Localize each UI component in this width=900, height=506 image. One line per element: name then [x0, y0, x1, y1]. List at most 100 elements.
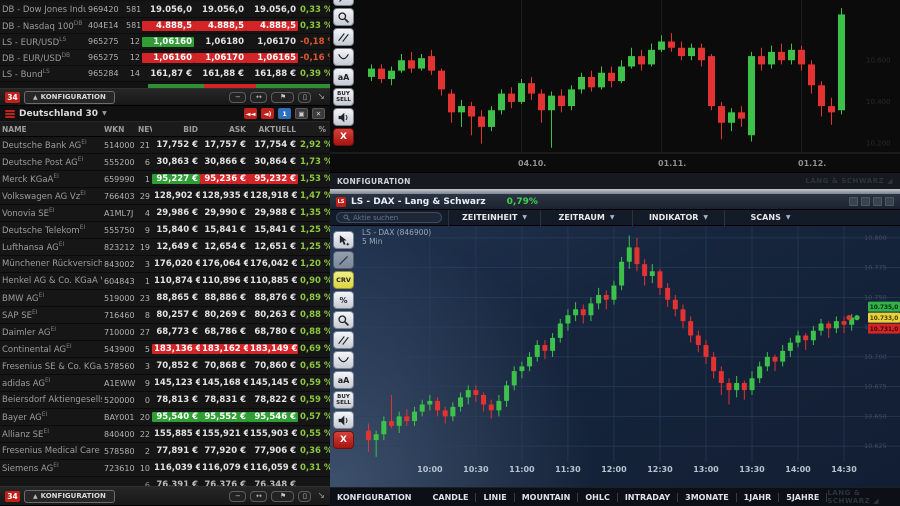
table-row[interactable]: Daimler AGEI 710000 27 68,773 € 68,786 € 68,7… [0, 324, 330, 341]
table-row[interactable]: Continental AGEI 543900 5 183,136 €183,162 … [0, 341, 330, 358]
speaker-tool-button[interactable] [333, 108, 354, 126]
dropdown-menus: ZEITEINHEIT ▼ ZEITRAUM ▼ INDIKATOR ▼ SCANS ▼ [448, 209, 816, 226]
footer-3monate[interactable]: 3MONATE [678, 492, 737, 502]
curve-tool-button[interactable] [333, 48, 354, 66]
speaker-tool-button[interactable] [333, 411, 354, 429]
flag-toggle-button-bottom[interactable]: ⚑ [271, 490, 295, 502]
table-row[interactable]: Deutsche TelekomEI 555750 9 15,840 € 15,841 … [0, 222, 330, 239]
text-tool-button[interactable]: aA [333, 68, 354, 86]
footer-5jahre[interactable]: 5JAHRE [779, 492, 828, 502]
table-row[interactable]: Bayer AGEI BAY001 20 95,540 €95,552 €95,546… [0, 409, 330, 426]
window-icon-3[interactable] [873, 197, 882, 206]
instrument-name: LS - BundLS [2, 67, 50, 80]
table-row[interactable]: Henkel AG & Co. KGaA V: 604843 1 110,874 €1… [0, 273, 330, 290]
table-row[interactable]: DB - EUR/USDDB 965275 12 1,06160 1,06170 1,06… [0, 50, 330, 66]
table-row[interactable]: Lufthansa AGEI 823212 19 12,649 € 12,654 € 12… [0, 239, 330, 256]
close-table-button[interactable]: ✕ [312, 108, 325, 119]
layout-1-button[interactable]: 1 [278, 108, 291, 119]
expand-corner-icon-bottom[interactable]: ↘ [317, 491, 325, 501]
crv-tool-button[interactable]: CRV [333, 271, 354, 289]
svg-text:10.675: 10.675 [864, 383, 887, 391]
table-row[interactable]: Siemens AGEI 723610 10 116,039 €116,079 €11… [0, 460, 330, 477]
volume-cell: 4 [144, 208, 150, 218]
window-icon-1[interactable] [849, 197, 858, 206]
aktuell-cell: 176,042 € [250, 259, 298, 269]
instrument-interval: 5 Min [362, 237, 383, 246]
panel-button-bottom[interactable]: ▯ [298, 490, 312, 502]
list-menu-icon[interactable] [5, 109, 15, 118]
table-row[interactable]: LS - EUR/USDLS 965275 12 1,06160 1,06180 1,06… [0, 34, 330, 50]
parallel-tool-button[interactable] [333, 331, 354, 349]
table-row[interactable]: Volkswagen AG VzEI 766403 29 128,902 €128,9… [0, 188, 330, 205]
table-row[interactable]: Fresenius Medical Care A 578580 2 77,891 € 7… [0, 443, 330, 460]
expand-corner-icon[interactable]: ↘ [317, 92, 325, 102]
konfiguration-button[interactable]: ▲ KONFIGURATION [24, 90, 115, 104]
intraday-menu-bar: Aktie suchen ZEITEINHEIT ▼ ZEITRAUM ▼ INDIKA… [330, 209, 900, 226]
footer-1jahr[interactable]: 1JAHR [737, 492, 780, 502]
table-row[interactable]: Deutsche Post AGEI 555200 6 30,863 € 30,866 … [0, 154, 330, 171]
footer-mountain[interactable]: MOUNTAIN [515, 492, 579, 502]
svg-text:10.700: 10.700 [864, 353, 887, 361]
table-row[interactable]: DB - Dow Jones Industria969420 581 19.056,… [0, 2, 330, 18]
text-tool-button[interactable]: aA [333, 371, 354, 389]
footer-candle[interactable]: CANDLE [426, 492, 477, 502]
window-icon-4[interactable] [885, 197, 894, 206]
resize-button-bottom[interactable]: ↔ [250, 490, 268, 502]
ask-cell: 15,841 € [204, 225, 246, 235]
minimize-button-bottom[interactable]: − [229, 490, 247, 502]
table-row[interactable]: Allianz SEEI 840400 22 155,885 €155,921 €15… [0, 426, 330, 443]
curve-tool-button[interactable] [333, 351, 354, 369]
footer-intraday[interactable]: INTRADAY [618, 492, 679, 502]
zoom-tool-button[interactable] [333, 8, 354, 26]
close-tool-button[interactable]: X [333, 431, 354, 449]
menu-zeiteinheit[interactable]: ZEITEINHEIT ▼ [448, 209, 540, 226]
aktuell-cell: 4.888,5 [246, 20, 298, 31]
line-tool-button[interactable] [333, 251, 354, 269]
window-icon-2[interactable] [861, 197, 870, 206]
minimize-button[interactable]: − [229, 91, 247, 103]
menu-zeitraum[interactable]: ZEITRAUM ▼ [540, 209, 632, 226]
table-row[interactable]: 6 76,391 € 76,376 € 76,348 € [0, 477, 330, 486]
cursor-tool-button[interactable] [333, 231, 354, 249]
panel-button[interactable]: ▯ [298, 91, 312, 103]
ask-cell: 70,868 € [204, 361, 246, 371]
table-row[interactable]: SAP SEEI 716460 8 80,257 € 80,269 € 80,263 € 0… [0, 307, 330, 324]
buysell-tool-button[interactable]: BUY SELL [333, 88, 354, 106]
daily-chart-canvas[interactable]: 04.10. 01.11. 01.12. 10.600 10.400 10.200 [330, 0, 900, 172]
rewind-button[interactable]: ◄◄ [244, 108, 257, 119]
buysell-tool-button[interactable]: BUY SELL [333, 391, 354, 409]
search-input[interactable]: Aktie suchen [336, 212, 442, 223]
table-row[interactable]: Fresenius SE & Co. KGaAF578560 3 70,852 € 7… [0, 358, 330, 375]
table-row[interactable]: Merck KGaAEI 659990 1 95,227 €95,236 €95,23… [0, 171, 330, 188]
chevron-down-icon[interactable]: ▼ [102, 110, 107, 117]
intraday-chart-canvas[interactable]: 10:00 10:30 11:00 11:30 12:00 12:30 13:00 13:30… [330, 226, 900, 487]
daily-chart-config-bar[interactable]: KONFIGURATION LANG & SCHWARZ ◢ [330, 172, 900, 189]
table-row[interactable]: Beiersdorf Aktiengesellsc 520000 0 78,813 €… [0, 392, 330, 409]
percent-tool-button[interactable]: % [333, 291, 354, 309]
footer-linie[interactable]: LINIE [476, 492, 515, 502]
resize-button[interactable]: ↔ [250, 91, 268, 103]
table-row[interactable]: Deutsche Bank AGEI 514000 21 17,752 € 17,757… [0, 137, 330, 154]
table-row[interactable]: Vonovia SEEI A1ML7J 4 29,986 € 29,990 € 29,98… [0, 205, 330, 222]
pane-divider[interactable] [330, 189, 900, 194]
svg-text:10.600: 10.600 [866, 56, 891, 64]
konfiguration-button-bottom[interactable]: ▲ KONFIGURATION [24, 489, 115, 503]
stock-name: Siemens AGEI [2, 462, 59, 474]
table-row[interactable]: adidas AGEI A1EWW 9 145,123 €145,168 €145,1… [0, 375, 330, 392]
table-row[interactable]: Münchener Rückversiche 843002 3 176,020 €17… [0, 256, 330, 273]
table-row[interactable]: LS - BundLS 965284 14 161,87 € 161,88 € 161,8… [0, 66, 330, 82]
sound-alert-button[interactable]: ◄) [261, 108, 274, 119]
footer-ohlc[interactable]: OHLC [578, 492, 618, 502]
line-tool-button[interactable] [333, 0, 354, 6]
table-row[interactable]: BMW AGEI 519000 23 88,865 € 88,886 € 88,876 €… [0, 290, 330, 307]
flag-toggle-button[interactable]: ⚑ [271, 91, 295, 103]
close-tool-button[interactable]: X [333, 128, 354, 146]
table-row[interactable]: DB - Nasdaq 100DB 404E14 581 4.888,5 4.888,5… [0, 18, 330, 34]
menu-scans[interactable]: SCANS ▼ [724, 209, 816, 226]
zoom-tool-button[interactable] [333, 311, 354, 329]
stock-name: Merck KGaAEI [2, 173, 59, 185]
parallel-tool-button[interactable] [333, 28, 354, 46]
footer-konfiguration[interactable]: KONFIGURATION [337, 492, 412, 502]
window-button[interactable]: ▣ [295, 108, 308, 119]
menu-indikator[interactable]: INDIKATOR ▼ [632, 209, 724, 226]
